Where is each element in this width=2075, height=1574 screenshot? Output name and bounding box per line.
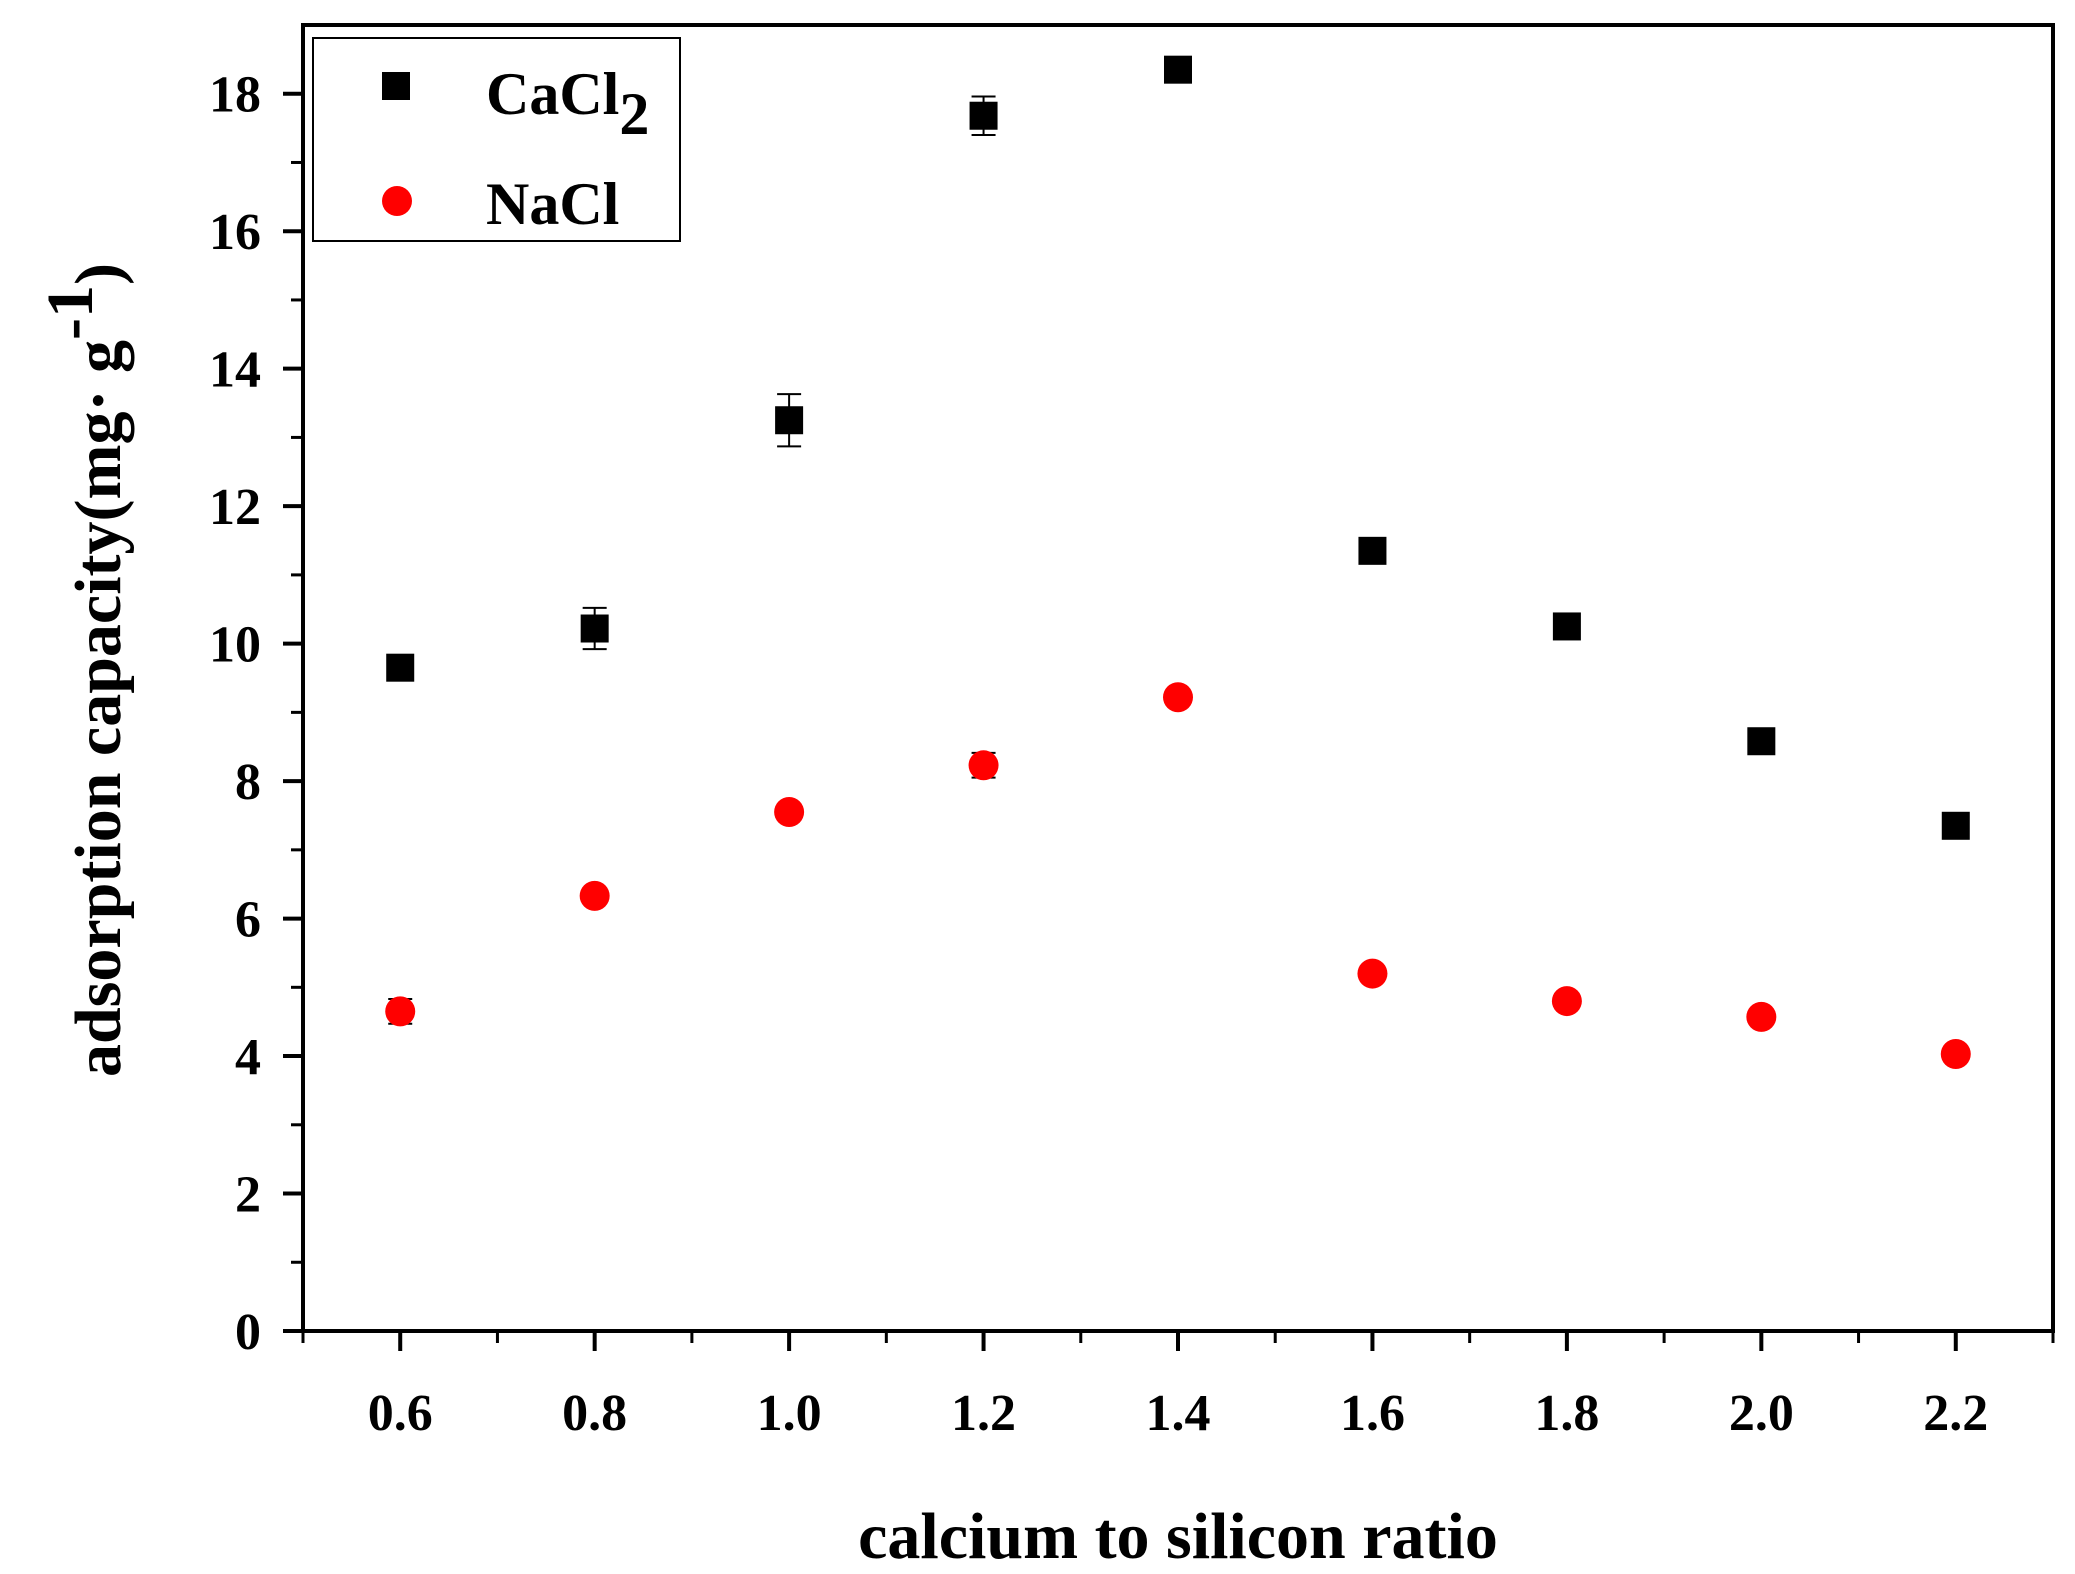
data-point-circle xyxy=(1746,1001,1777,1032)
data-point-square xyxy=(1747,727,1776,756)
data-point-square xyxy=(580,614,609,643)
y-axis-tick-labels: 0 2 4 6 8 10 12 14 16 18 xyxy=(209,67,261,1361)
y-axis-title-superscript: -1 xyxy=(34,285,107,340)
y-axis-title-close: ) xyxy=(62,263,135,285)
y-tick-label: 12 xyxy=(209,479,261,536)
x-tick-label: 1.6 xyxy=(1340,1385,1405,1442)
x-tick-label: 1.4 xyxy=(1146,1385,1211,1442)
y-tick-label: 14 xyxy=(209,342,261,399)
x-tick-label: 0.6 xyxy=(368,1385,433,1442)
y-tick-label: 4 xyxy=(235,1029,261,1086)
data-point-square xyxy=(1164,55,1192,84)
y-tick-label: 18 xyxy=(209,67,261,124)
legend: CaCl2 NaCl xyxy=(312,37,681,242)
data-point-square xyxy=(775,406,804,435)
x-tick-label: 2.2 xyxy=(1923,1385,1988,1442)
legend-marker-cacl2 xyxy=(382,72,410,100)
y-tick-label: 2 xyxy=(235,1167,261,1224)
x-axis-title: calcium to silicon ratio xyxy=(858,1500,1498,1573)
legend-marker-nacl xyxy=(382,186,412,216)
series-cacl2 xyxy=(386,55,1970,840)
series-nacl xyxy=(385,682,1971,1069)
data-point-circle xyxy=(1357,958,1388,989)
x-tick-label: 1.8 xyxy=(1534,1385,1599,1442)
x-tick-label: 0.8 xyxy=(562,1385,627,1442)
data-point-circle xyxy=(1940,1038,1971,1069)
x-tick-label: 1.2 xyxy=(951,1385,1016,1442)
legend-label-cacl2-subscript: 2 xyxy=(619,81,649,147)
legend-label-nacl: NaCl xyxy=(486,171,619,237)
y-axis-title-main: adsorption capacity(mg· g xyxy=(62,340,135,1077)
series-layer xyxy=(385,55,1971,1069)
data-point-square xyxy=(386,653,415,682)
data-point-square xyxy=(1358,536,1387,565)
x-tick-label: 2.0 xyxy=(1729,1385,1794,1442)
y-axis-ticks xyxy=(283,91,303,1333)
data-point-circle xyxy=(1551,986,1582,1017)
data-point-square xyxy=(1552,612,1581,641)
x-tick-label: 1.0 xyxy=(757,1385,822,1442)
x-axis-ticks xyxy=(301,1331,2055,1351)
data-point-circle xyxy=(579,880,610,911)
y-tick-label: 16 xyxy=(209,204,261,261)
data-point-square xyxy=(969,101,998,130)
legend-label-cacl2-base: CaCl xyxy=(486,61,619,127)
legend-box xyxy=(312,37,681,242)
data-point-circle xyxy=(774,797,805,828)
y-tick-label: 8 xyxy=(235,754,261,811)
data-point-circle xyxy=(1163,682,1193,713)
y-tick-label: 10 xyxy=(209,617,261,674)
data-point-circle xyxy=(385,996,416,1027)
data-point-square xyxy=(1941,811,1970,840)
y-tick-label: 6 xyxy=(235,892,261,949)
data-point-circle xyxy=(968,750,999,781)
legend-label-cacl2: CaCl2 xyxy=(486,61,649,147)
x-axis-tick-labels: 0.6 0.8 1.0 1.2 1.4 1.6 1.8 2.0 2.2 xyxy=(368,1385,1989,1442)
y-axis-title: adsorption capacity(mg· g-1) xyxy=(34,263,135,1077)
y-tick-label: 0 xyxy=(235,1304,261,1361)
